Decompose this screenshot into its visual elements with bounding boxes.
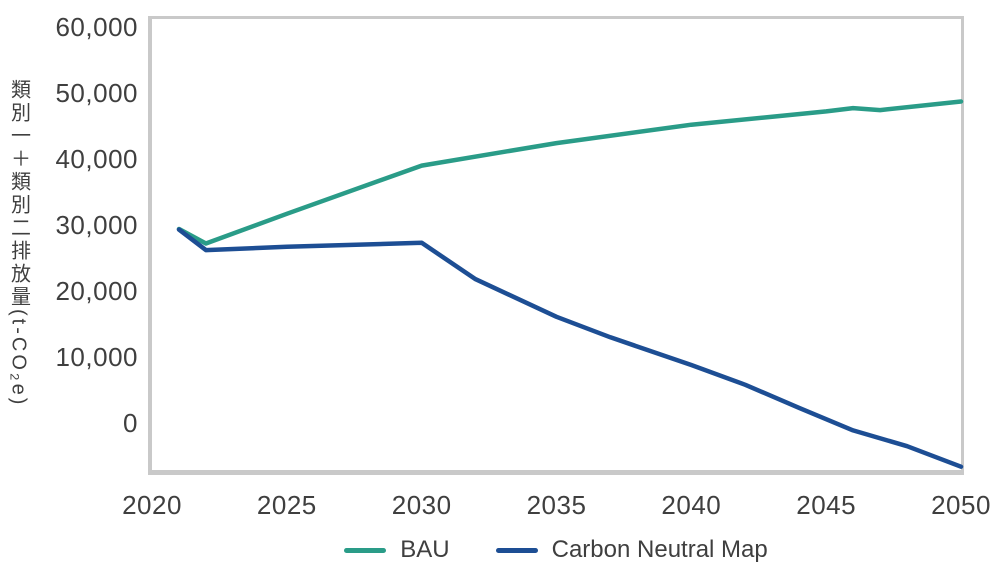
legend-line-swatch-bau (344, 547, 387, 553)
y-tick-label: 40,000 (55, 143, 138, 174)
x-tick-label: 2020 (122, 490, 182, 520)
legend-line-swatch-carbon-neutral-map (495, 547, 538, 553)
x-tick-label: 2040 (661, 490, 722, 520)
y-tick-label: 50,000 (55, 77, 138, 108)
legend: BAU Carbon Neutral Map (148, 536, 964, 564)
line-carbon-neutral-map (176, 227, 964, 469)
y-tick-label: 60,000 (55, 11, 138, 42)
y-tick-label: 0 (123, 408, 138, 439)
x-tick-label: 2030 (391, 490, 452, 520)
x-tick-label: 2035 (526, 490, 587, 520)
legend-label: BAU (400, 536, 450, 563)
y-tick-label: 20,000 (55, 276, 138, 307)
line-bau (176, 99, 964, 246)
y-axis-title-text: 類別一＋類別二排放量(t-CO₂e) (7, 79, 30, 408)
legend-item-carbon-neutral-map: Carbon Neutral Map (495, 536, 768, 564)
y-tick-label: 30,000 (55, 210, 138, 241)
legend-item-bau: BAU (344, 536, 450, 564)
x-tick-label: 2050 (931, 490, 991, 520)
y-tick-label: 10,000 (55, 342, 138, 373)
legend-label: Carbon Neutral Map (551, 536, 768, 563)
y-axis-title: 類別一＋類別二排放量(t-CO₂e) (0, 16, 38, 471)
x-tick-label: 2045 (796, 490, 857, 520)
plot-area (148, 16, 964, 475)
chart-lines (176, 99, 964, 469)
x-tick-label: 2025 (256, 490, 317, 520)
